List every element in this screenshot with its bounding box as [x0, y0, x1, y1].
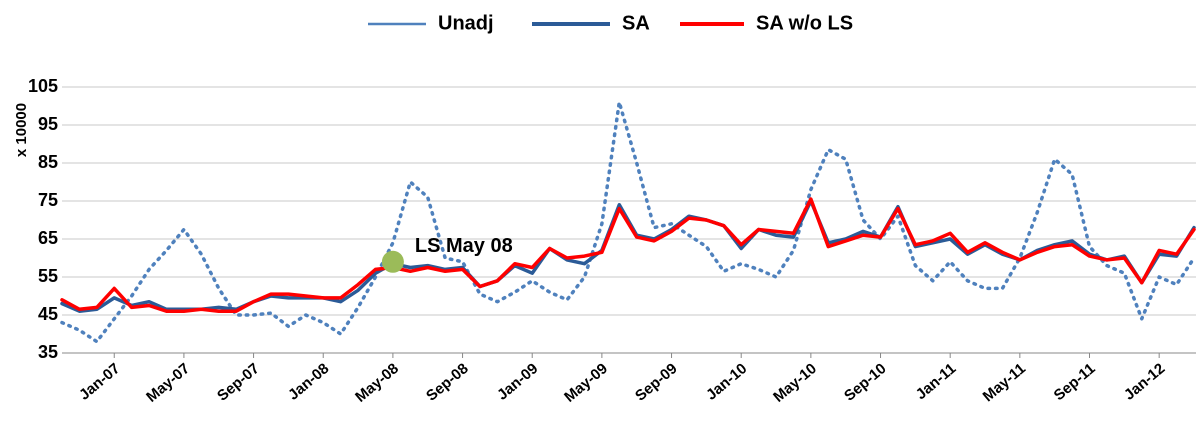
legend-label: SA w/o LS — [756, 12, 853, 34]
y-tick-label: 75 — [38, 190, 58, 210]
x-tick-label: Jan-11 — [913, 360, 960, 403]
y-tick-label: 105 — [28, 76, 58, 96]
x-tick-label: Sep-11 — [1051, 360, 1099, 404]
y-tick-label: 85 — [38, 152, 58, 172]
x-tick-label: May-07 — [143, 360, 193, 406]
y-tick-label: 45 — [38, 304, 58, 324]
y-tick-label: 65 — [38, 228, 58, 248]
y-axis-label: x 10000 — [13, 103, 30, 157]
x-tick-label: May-11 — [980, 360, 1029, 405]
x-tick-label: Jan-07 — [76, 360, 123, 404]
x-tick-label: May-09 — [561, 360, 611, 406]
legend-label: Unadj — [438, 12, 494, 34]
y-tick-label: 55 — [38, 266, 58, 286]
y-tick-label: 95 — [38, 114, 58, 134]
x-tick-label: Jan-08 — [285, 360, 332, 404]
legend-label: SA — [622, 12, 650, 34]
x-tick-label: May-10 — [770, 360, 820, 406]
x-tick-label: Jan-10 — [703, 360, 750, 404]
series-line — [60, 197, 1196, 313]
y-tick-label: 35 — [38, 342, 58, 362]
x-tick-label: Jan-09 — [494, 360, 541, 404]
x-tick-label: Sep-07 — [214, 360, 263, 405]
x-tick-label: Sep-10 — [841, 360, 890, 405]
x-tick-label: Jan-12 — [1121, 360, 1168, 404]
x-tick-label: Sep-08 — [423, 360, 472, 405]
x-tick-label: May-08 — [352, 360, 402, 406]
annotation-marker — [381, 250, 404, 273]
x-tick-label: Sep-09 — [632, 360, 681, 405]
annotation-text: LS May 08 — [415, 235, 513, 257]
